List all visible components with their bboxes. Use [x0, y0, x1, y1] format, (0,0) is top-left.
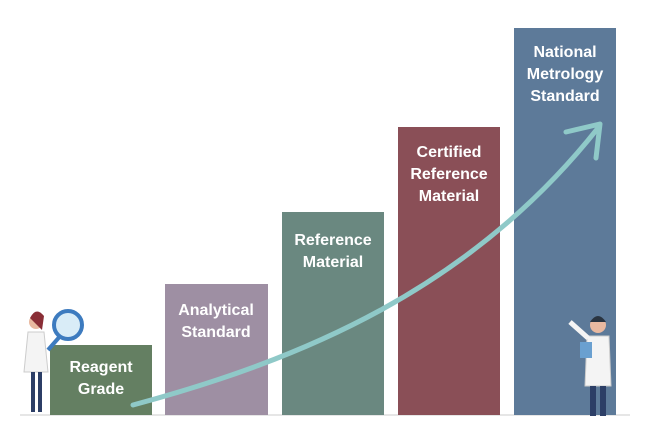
- step-label: Reference: [410, 166, 487, 183]
- growth-arrow: [130, 125, 601, 408]
- step-label: Metrology: [527, 66, 604, 83]
- arrow-head: [563, 121, 603, 161]
- step-label: Reagent: [69, 359, 133, 376]
- step-label: Analytical: [178, 302, 254, 319]
- step-label: Certified: [417, 144, 482, 161]
- scientist-right: [568, 316, 612, 416]
- step-label: Material: [419, 188, 479, 205]
- step-label: Grade: [78, 381, 124, 398]
- scientist-left: [23, 309, 84, 412]
- step-label: Reference: [294, 232, 371, 249]
- step-label: Standard: [530, 88, 599, 105]
- step-label: National: [533, 44, 596, 61]
- step-bar: [398, 127, 500, 415]
- step-label: Standard: [181, 324, 250, 341]
- step-label: Material: [303, 254, 363, 271]
- step-bar: [282, 212, 384, 415]
